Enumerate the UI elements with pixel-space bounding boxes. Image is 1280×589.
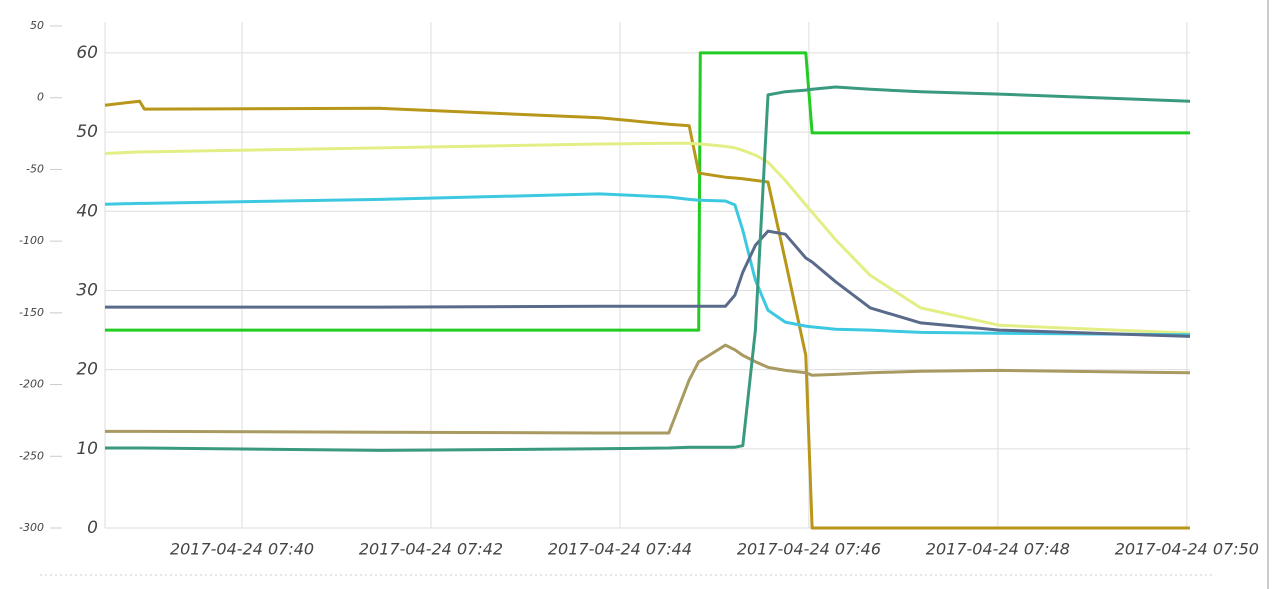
y-tick-label: 10 (76, 439, 98, 459)
x-tick-label: 2017-04-24 07:48 (926, 540, 1070, 559)
y2-tick-label: -250 (19, 449, 44, 462)
y2-tick-label: -150 (19, 306, 44, 319)
y-tick-label: 40 (76, 201, 98, 221)
y-tick-label: 20 (76, 360, 98, 380)
series-line (105, 229, 1191, 338)
x-tick-label: 2017-04-24 07:46 (737, 540, 881, 559)
y-tick-label: 0 (87, 518, 98, 538)
y2-tick-label: 50 (30, 19, 44, 32)
series-line (104, 141, 1191, 335)
series-line (105, 343, 1191, 435)
series-line (105, 51, 1190, 332)
y2-tick-label: -100 (19, 234, 44, 247)
y2-tick-label: -300 (19, 521, 44, 534)
x-tick-label: 2017-04-24 07:44 (548, 540, 692, 559)
x-tick-label: 2017-04-24 07:42 (359, 540, 503, 559)
x-tick-label: 2017-04-24 07:40 (170, 540, 314, 559)
series-line (104, 99, 1190, 530)
y2-tick-label: -200 (19, 378, 44, 391)
y-tick-label: 60 (76, 43, 98, 63)
series-line (105, 85, 1191, 452)
y2-tick-label: 0 (37, 91, 44, 104)
series-line (104, 192, 1191, 337)
y-tick-label: 30 (76, 280, 98, 300)
y-tick-label: 50 (76, 122, 98, 142)
x-tick-label: 2017-04-24 07:50 (1115, 540, 1259, 559)
y2-tick-label: -50 (26, 162, 44, 175)
